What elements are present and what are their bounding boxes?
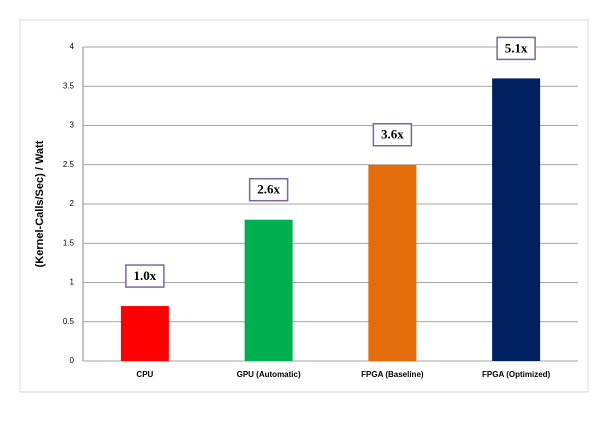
y-tick-label: 2 — [70, 199, 75, 208]
bar — [368, 164, 417, 361]
annotation-box — [248, 177, 289, 202]
bar — [120, 306, 169, 361]
annotation: 5.1x — [505, 40, 528, 55]
annotation: 2.6x — [257, 182, 280, 197]
annotation-box — [125, 264, 165, 288]
x-tick-label: FPGA (Baseline) — [361, 370, 424, 379]
annotation: 3.6x — [381, 127, 404, 142]
y-tick-label: 2.5 — [63, 160, 75, 169]
x-tick-label: CPU — [136, 370, 153, 379]
x-tick-label: FPGA (Optimized) — [482, 370, 550, 379]
y-tick-label: 4 — [70, 42, 75, 51]
x-tick-label: GPU (Automatic) — [237, 370, 301, 379]
y-tick-label: 0 — [70, 356, 75, 365]
y-tick-label: 3.5 — [63, 81, 75, 90]
annotation-box — [372, 123, 413, 147]
y-tick-label: 1.5 — [63, 238, 75, 247]
bar — [492, 78, 541, 362]
annotation-box — [496, 36, 536, 61]
y-tick-label: 3 — [70, 121, 75, 130]
y-axis-label: (Kernel-Calls/Sec) / Watt — [34, 140, 46, 267]
y-tick-label: 1 — [70, 278, 75, 287]
y-tick-label: 0.5 — [63, 317, 75, 326]
bar — [244, 219, 293, 361]
annotation: 1.0x — [134, 268, 157, 283]
